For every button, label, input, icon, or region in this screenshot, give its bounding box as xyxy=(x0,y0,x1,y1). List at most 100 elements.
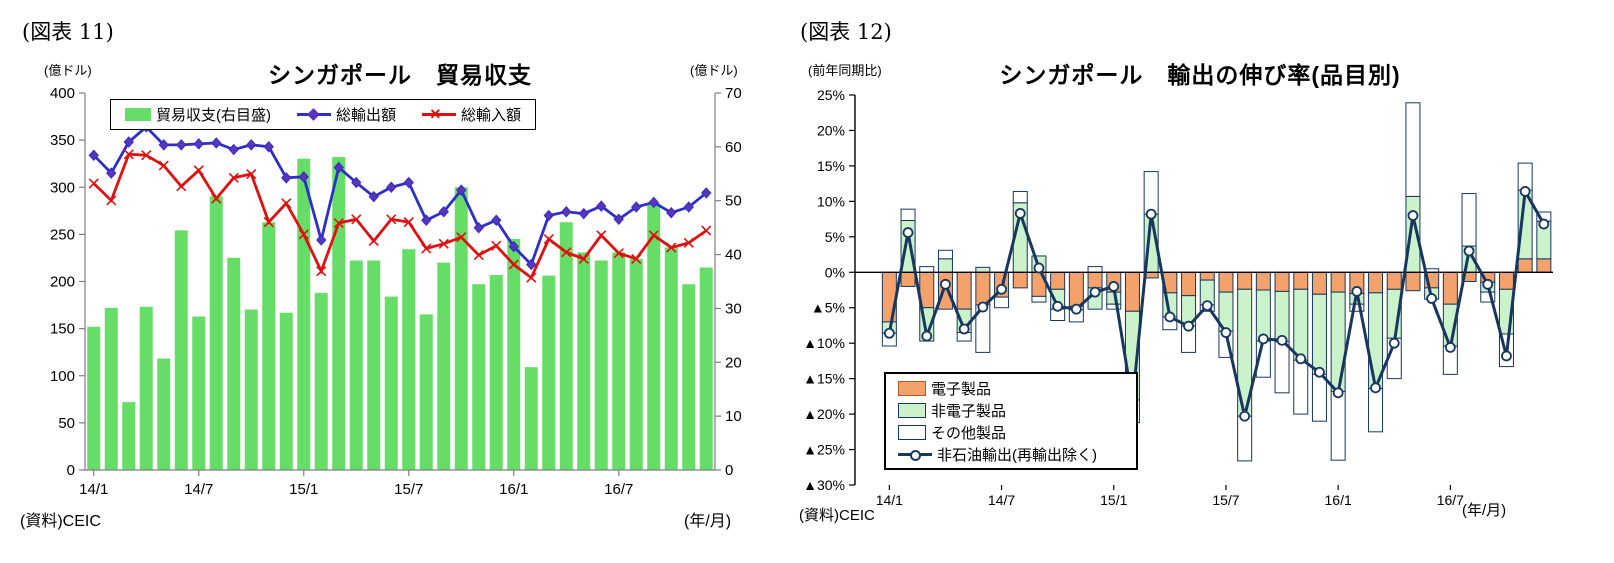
legend-item-non-oil-exports: 非石油輸出(再輸出除く) xyxy=(898,444,1124,465)
exports-marker xyxy=(683,201,694,213)
exports-marker xyxy=(88,149,99,161)
exports-marker xyxy=(246,139,257,151)
legend-item-other-products: その他製品 xyxy=(898,422,1124,443)
other-products-bar xyxy=(1311,373,1327,422)
other-products-bar xyxy=(1349,303,1365,312)
imports-marker xyxy=(438,238,449,249)
non-oil-exports-marker xyxy=(1407,210,1419,221)
non-electronics-bar xyxy=(1293,288,1309,361)
trade-balance-bar xyxy=(472,284,486,470)
legend-label: 総輸出額 xyxy=(336,107,397,124)
trade-balance-bar xyxy=(262,222,276,470)
legend-label: 非石油輸出(再輸出除く) xyxy=(937,446,1097,464)
exports-marker xyxy=(666,206,677,219)
electronics-bar xyxy=(1536,258,1552,273)
legend-item-imports: × 総輸入額 xyxy=(422,104,521,125)
trade-balance-bar xyxy=(332,157,346,470)
x-tick-label: 15/1 xyxy=(1100,492,1127,508)
imports-marker xyxy=(263,217,274,228)
y-tick-label: ▲25% xyxy=(803,442,845,458)
other-products-bar xyxy=(1461,193,1477,247)
electronics-bar xyxy=(975,271,991,306)
electronics-bar xyxy=(1237,271,1253,290)
trade-balance-bar xyxy=(524,367,538,470)
electronics-bar xyxy=(1255,271,1271,291)
electronics-bar xyxy=(1330,271,1346,293)
y-tick-label: 15% xyxy=(817,158,845,174)
non-oil-exports-marker xyxy=(1276,334,1288,346)
trade-balance-bar xyxy=(664,247,678,470)
legend-item-trade-balance: 貿易収支(右目盛) xyxy=(125,104,271,125)
imports-marker xyxy=(666,242,677,253)
electronics-bar xyxy=(1517,258,1533,273)
other-products-bar xyxy=(1274,341,1290,394)
exports-marker xyxy=(648,196,659,209)
figure12-tag: (図表 12) xyxy=(800,20,892,44)
other-products-swatch xyxy=(898,424,926,440)
imports-marker xyxy=(368,235,379,247)
exports-marker xyxy=(158,139,169,151)
right-y-tick-label: 0 xyxy=(725,462,733,479)
imports-marker xyxy=(228,172,239,183)
exports-marker xyxy=(333,161,344,174)
trade-balance-bar xyxy=(297,158,311,470)
left-y-tick-label: 250 xyxy=(50,226,75,243)
imports-marker xyxy=(211,193,222,204)
non-oil-exports-marker xyxy=(902,227,914,238)
imports-marker xyxy=(456,232,467,243)
left-y-tick-label: 300 xyxy=(50,179,75,196)
imports-marker xyxy=(246,168,257,180)
figure12-axis-unit: (前年同期比) xyxy=(808,63,882,78)
imports-marker xyxy=(683,237,694,248)
right-y-tick-label: 30 xyxy=(725,300,742,317)
exports-marker xyxy=(368,190,379,203)
trade-balance-swatch xyxy=(125,108,151,121)
non-electronics-bar xyxy=(1330,291,1346,392)
trade-balance-bar xyxy=(192,316,206,470)
trade-balance-bar xyxy=(542,275,556,470)
legend-item-exports: 総輸出額 xyxy=(297,104,396,125)
figure12-title: シンガポール 輸出の伸び率(品目別) xyxy=(999,62,1401,88)
non-oil-exports-line-swatch xyxy=(898,448,932,461)
left-y-tick-label: 0 xyxy=(67,462,75,479)
exports-marker xyxy=(211,137,222,149)
imports-marker xyxy=(316,266,327,277)
imports-marker xyxy=(596,230,607,241)
other-products-bar xyxy=(1368,388,1384,433)
y-tick-label: 20% xyxy=(817,122,845,138)
imports-marker xyxy=(333,217,344,229)
imports-line-swatch: × xyxy=(422,104,457,124)
trade-balance-bar xyxy=(454,187,468,470)
right-y-tick-label: 10 xyxy=(725,408,742,425)
non-oil-exports-marker xyxy=(1351,286,1363,297)
legend-item-non-electronics: 非電子製品 xyxy=(898,400,1124,421)
other-products-bar xyxy=(1106,303,1122,310)
imports-marker xyxy=(106,195,117,206)
non-oil-exports-marker xyxy=(1463,245,1475,257)
trade-balance-bar xyxy=(419,314,433,470)
exports-marker xyxy=(106,167,117,179)
figure11-right-axis-unit: (億ドル) xyxy=(690,63,738,78)
right-y-tick-label: 40 xyxy=(725,247,742,264)
imports-marker xyxy=(578,253,589,264)
non-oil-exports-marker xyxy=(921,330,933,342)
other-products-bar xyxy=(1517,162,1533,191)
imports-marker xyxy=(631,253,642,264)
trade-balance-bar xyxy=(104,307,118,470)
imports-marker xyxy=(473,250,484,261)
non-oil-exports-marker xyxy=(1295,353,1307,365)
exports-marker xyxy=(351,176,362,189)
other-products-bar xyxy=(937,249,953,260)
non-electronics-bar xyxy=(1311,293,1327,375)
non-oil-exports-marker xyxy=(1519,186,1531,197)
figure11-left-axis-unit: (億ドル) xyxy=(44,63,92,78)
electronics-bar xyxy=(900,271,916,287)
exports-marker xyxy=(578,207,589,220)
export-growth-chart: 25% 20% 15% 10% 5% 0% ▲5% ▲10% ▲15% ▲20% ▲25% ▲30% 1… xyxy=(803,87,1553,508)
electronics-bar xyxy=(1368,271,1384,294)
y-tick-label: 10% xyxy=(817,193,845,209)
non-oil-exports-marker xyxy=(977,301,989,313)
electronics-bar xyxy=(1498,271,1514,290)
left-y-tick-label: 350 xyxy=(50,132,75,149)
